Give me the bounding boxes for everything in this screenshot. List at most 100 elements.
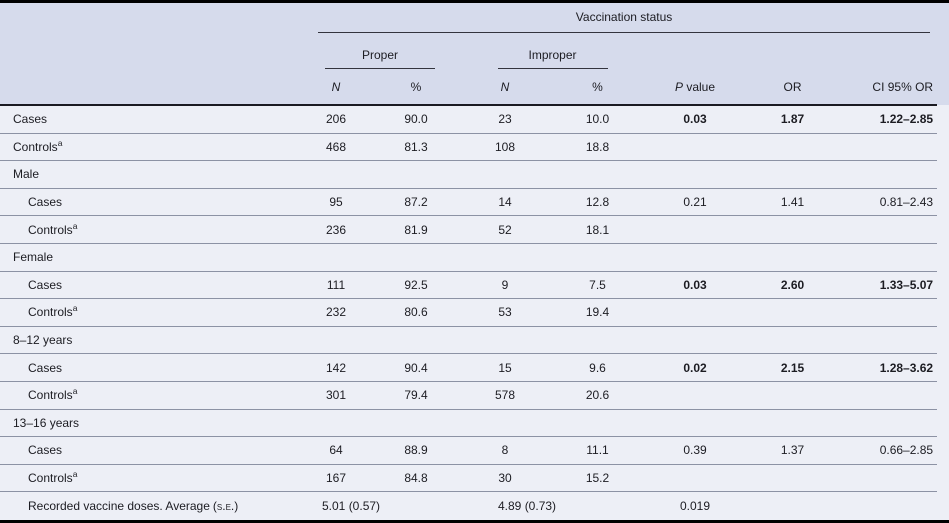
cell-improper-n: 108 — [494, 139, 516, 154]
cell-proper-pct: 87.2 — [404, 195, 428, 210]
cell-proper-pct: 79.4 — [404, 388, 428, 403]
cell-p-value: 0.03 — [683, 112, 707, 127]
footnote-marker: a — [72, 220, 78, 231]
subgroup-proper-cell: Proper — [300, 33, 460, 71]
row-label: Cases — [0, 354, 300, 382]
empty-header-cell — [0, 71, 300, 105]
row-label-text: Controls — [28, 471, 73, 486]
column-header-improper-n: N — [500, 80, 510, 94]
cell-ci-95-or — [840, 299, 937, 327]
row-label: Controlsa — [0, 216, 300, 244]
cell-proper-n: 236 — [325, 222, 347, 237]
group-title-cell: Vaccination status — [300, 3, 937, 33]
footnote-marker: a — [72, 469, 78, 480]
row-label-text: Controls — [28, 305, 73, 320]
cell-proper-pct: 92.5 — [404, 277, 428, 292]
cell-improper-pct: 15.2 — [585, 471, 610, 486]
cell-improper-pct: 11.1 — [586, 443, 609, 458]
empty-cell — [840, 492, 937, 519]
row-label: Controlsa — [0, 381, 300, 409]
cell-improper-n: 52 — [498, 222, 512, 237]
cell-improper-pct: 20.6 — [585, 388, 610, 403]
row-label-text: Controls — [28, 222, 73, 237]
row-label-text: Controls — [13, 139, 58, 154]
summary-improper-average: 4.89 (0.73) — [498, 498, 557, 513]
cell-improper-n: 30 — [498, 471, 512, 486]
cell-odds-ratio: 1.87 — [780, 112, 805, 127]
column-header-p-value: P value — [674, 80, 716, 94]
table-row: Cases 64 88.9 8 11.1 0.39 1.37 0.66–2.85 — [0, 437, 938, 465]
group-title: Vaccination status — [575, 10, 673, 24]
footnote-marker: a — [72, 303, 78, 314]
cell-proper-pct: 90.0 — [404, 112, 428, 127]
cell-odds-ratio — [745, 464, 840, 492]
column-header-ci-95-or: CI 95% OR — [872, 80, 934, 94]
cell-proper-n: 111 — [326, 277, 346, 292]
cell-p-value — [645, 299, 745, 327]
cell-proper-pct: 81.9 — [404, 222, 428, 237]
row-label: Controlsa — [0, 299, 300, 327]
group-title-row: Vaccination status — [0, 3, 937, 33]
cell-improper-pct: 18.1 — [585, 222, 610, 237]
cell-proper-n: 301 — [325, 388, 347, 403]
subgroup-proper-label: Proper — [361, 47, 399, 62]
cell-improper-pct: 18.8 — [585, 139, 610, 154]
cell-p-value: 0.02 — [683, 360, 707, 375]
cell-proper-n: 232 — [325, 305, 347, 320]
cell-ci-95-or — [840, 216, 937, 244]
cell-odds-ratio: 1.37 — [780, 443, 805, 458]
table-row: Cases 206 90.0 23 10.0 0.03 1.87 1.22–2.85 — [0, 105, 938, 134]
cell-improper-n: 53 — [498, 305, 512, 320]
row-label: Cases — [0, 271, 300, 299]
empty-header-cell — [645, 33, 937, 71]
cell-odds-ratio — [745, 133, 840, 161]
cell-ci-95-or: 0.81–2.43 — [879, 195, 934, 210]
cell-proper-pct: 90.4 — [404, 360, 428, 375]
cell-proper-pct: 81.3 — [404, 139, 428, 154]
row-label-text: Cases — [28, 195, 63, 210]
table-row: Recorded vaccine doses. Average (s.e.) 5.0… — [0, 492, 937, 519]
cell-p-value — [645, 464, 745, 492]
cell-p-value — [645, 381, 745, 409]
summary-p-value: 0.019 — [679, 498, 711, 513]
subgroup-improper-cell: Improper — [460, 33, 645, 71]
subgroup-proper: Proper — [300, 36, 460, 69]
row-label: Controlsa — [0, 464, 300, 492]
column-header-improper-pct: % — [592, 80, 603, 94]
table-row: Controlsa 167 84.8 30 15.2 — [0, 464, 938, 492]
cell-ci-95-or: 1.33–5.07 — [879, 277, 934, 292]
data-table: Vaccination status Proper Improper — [0, 3, 938, 519]
cell-ci-95-or — [840, 133, 937, 161]
summary-label-se: (s.e.) — [212, 498, 239, 513]
cell-proper-n: 206 — [325, 112, 347, 127]
cell-improper-n: 8 — [501, 443, 509, 458]
empty-header-cell — [0, 3, 300, 33]
cell-odds-ratio — [745, 216, 840, 244]
cell-odds-ratio — [745, 381, 840, 409]
table-row: Controlsa 301 79.4 578 20.6 — [0, 381, 938, 410]
cell-ci-95-or: 0.66–2.85 — [879, 443, 934, 458]
row-label-text: Cases — [13, 112, 48, 127]
empty-cell — [745, 492, 840, 519]
table-row: Cases 111 92.5 9 7.5 0.03 2.60 1.33–5.07 — [0, 271, 938, 299]
footnote-marker: a — [72, 386, 78, 397]
cell-proper-n: 95 — [329, 195, 343, 210]
column-header-row: N% N% P value OR CI 95% OR — [0, 71, 937, 105]
cell-improper-n: 23 — [498, 112, 512, 127]
cell-improper-pct: 12.8 — [585, 195, 610, 210]
column-header-proper-n: N — [331, 80, 341, 94]
row-label: Cases — [0, 105, 300, 133]
section-label: Male — [13, 167, 40, 182]
cell-proper-pct: 84.8 — [404, 471, 428, 486]
cell-p-value — [645, 216, 745, 244]
row-label-text: Cases — [28, 277, 63, 292]
row-label: Cases — [0, 437, 300, 465]
table-row: Controlsa 468 81.3 108 18.8 — [0, 133, 938, 161]
cell-p-value: 0.39 — [683, 443, 707, 458]
cell-improper-pct: 9.6 — [589, 360, 606, 375]
row-label-text: Controls — [28, 388, 73, 403]
subgroup-row: Proper Improper — [0, 33, 937, 71]
column-header-proper-pct: % — [410, 80, 422, 94]
cell-improper-n: 9 — [501, 277, 509, 292]
